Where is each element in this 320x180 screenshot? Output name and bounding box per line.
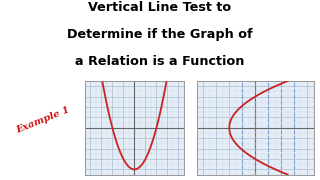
Text: a Relation is a Function: a Relation is a Function: [75, 55, 245, 68]
Text: Vertical Line Test to: Vertical Line Test to: [88, 1, 232, 14]
Text: Example 1: Example 1: [15, 106, 71, 135]
Text: Determine if the Graph of: Determine if the Graph of: [67, 28, 253, 41]
